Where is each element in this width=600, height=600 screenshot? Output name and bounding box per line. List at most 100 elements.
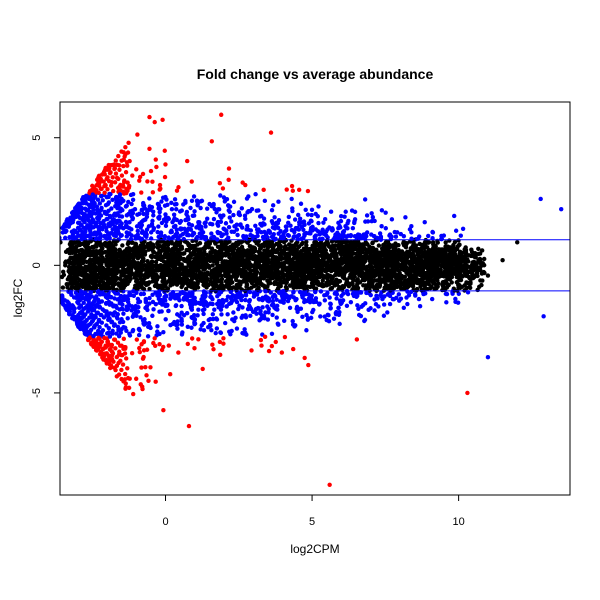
data-point bbox=[336, 226, 341, 231]
data-point bbox=[348, 299, 354, 305]
data-point bbox=[84, 243, 90, 248]
data-point bbox=[152, 119, 157, 125]
data-point bbox=[191, 194, 197, 199]
data-point bbox=[291, 244, 296, 250]
data-point bbox=[120, 352, 125, 358]
data-point bbox=[268, 290, 273, 295]
data-point bbox=[202, 299, 208, 304]
data-point bbox=[301, 219, 307, 224]
data-point bbox=[169, 200, 174, 206]
data-point bbox=[195, 285, 201, 290]
data-point bbox=[344, 303, 350, 309]
data-point bbox=[85, 309, 91, 314]
data-point bbox=[212, 206, 217, 212]
data-point bbox=[282, 229, 288, 234]
data-point bbox=[354, 294, 359, 300]
data-point bbox=[90, 301, 95, 306]
data-point bbox=[226, 166, 232, 171]
data-point bbox=[289, 196, 294, 202]
data-point bbox=[91, 218, 96, 223]
data-point bbox=[138, 382, 143, 387]
data-point bbox=[105, 232, 111, 237]
data-point bbox=[108, 183, 114, 188]
data-point bbox=[211, 201, 216, 207]
data-point bbox=[152, 336, 157, 341]
data-point bbox=[88, 327, 94, 333]
data-point bbox=[422, 245, 427, 251]
data-point bbox=[225, 312, 230, 317]
data-point bbox=[111, 304, 116, 309]
data-point bbox=[253, 291, 259, 296]
data-point bbox=[155, 229, 160, 235]
data-point bbox=[336, 245, 341, 250]
data-point bbox=[91, 344, 96, 349]
data-point bbox=[132, 307, 137, 312]
data-point bbox=[81, 300, 86, 306]
data-point bbox=[255, 230, 260, 235]
data-point bbox=[334, 296, 339, 301]
data-point bbox=[122, 371, 128, 377]
data-point bbox=[302, 355, 307, 361]
data-point bbox=[237, 279, 242, 284]
data-point bbox=[269, 208, 275, 213]
data-point bbox=[139, 230, 145, 235]
data-point bbox=[136, 332, 142, 338]
data-point bbox=[354, 337, 360, 342]
data-point bbox=[239, 206, 245, 211]
data-point bbox=[305, 212, 311, 217]
data-point bbox=[383, 226, 388, 231]
data-point bbox=[369, 211, 374, 216]
data-point bbox=[136, 248, 141, 254]
data-point bbox=[84, 259, 89, 265]
data-point bbox=[96, 190, 101, 195]
data-point bbox=[159, 220, 165, 226]
data-point bbox=[174, 230, 180, 236]
data-point bbox=[147, 295, 152, 301]
data-point bbox=[161, 329, 166, 335]
data-point bbox=[120, 243, 125, 248]
data-point bbox=[225, 294, 231, 299]
data-point bbox=[92, 230, 98, 235]
data-point bbox=[104, 217, 109, 222]
data-point bbox=[247, 299, 252, 304]
data-point bbox=[162, 203, 168, 208]
data-point bbox=[60, 285, 66, 290]
data-point bbox=[179, 226, 185, 232]
data-point bbox=[107, 355, 113, 360]
data-point bbox=[110, 175, 115, 180]
data-point bbox=[185, 341, 190, 347]
data-point bbox=[109, 206, 114, 211]
data-point bbox=[147, 146, 152, 151]
data-point bbox=[316, 204, 321, 209]
data-point bbox=[242, 327, 247, 332]
data-point bbox=[167, 258, 172, 263]
data-point bbox=[397, 298, 402, 303]
data-point bbox=[100, 346, 106, 352]
data-point bbox=[112, 296, 117, 301]
data-point bbox=[99, 205, 104, 211]
data-point bbox=[125, 316, 130, 321]
data-point bbox=[226, 177, 231, 182]
data-point bbox=[443, 291, 449, 297]
data-point bbox=[144, 304, 150, 309]
data-point bbox=[189, 223, 195, 228]
data-point bbox=[146, 247, 151, 252]
data-point bbox=[256, 285, 261, 290]
data-point bbox=[298, 201, 304, 206]
data-point bbox=[157, 209, 162, 215]
data-point bbox=[123, 381, 128, 386]
data-point bbox=[174, 227, 179, 232]
data-point bbox=[198, 199, 203, 204]
data-point bbox=[416, 296, 422, 302]
data-point bbox=[150, 292, 155, 298]
data-point bbox=[290, 318, 295, 324]
data-point bbox=[108, 191, 113, 197]
data-point bbox=[93, 314, 98, 320]
data-point bbox=[116, 334, 122, 339]
data-point bbox=[163, 293, 169, 298]
data-point bbox=[87, 210, 92, 216]
data-point bbox=[292, 324, 297, 329]
data-point bbox=[200, 366, 205, 372]
data-point bbox=[137, 328, 143, 333]
